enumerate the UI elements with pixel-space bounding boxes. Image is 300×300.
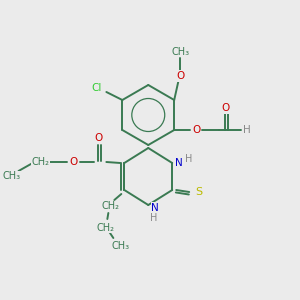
Text: O: O xyxy=(192,125,200,135)
Text: H: H xyxy=(243,125,251,135)
Text: CH₃: CH₃ xyxy=(2,171,21,181)
Text: S: S xyxy=(196,187,203,197)
Text: O: O xyxy=(69,157,77,167)
Text: O: O xyxy=(94,133,103,143)
Text: CH₂: CH₂ xyxy=(32,157,50,167)
Text: CH₂: CH₂ xyxy=(101,201,119,211)
Text: O: O xyxy=(176,71,184,81)
Text: CH₃: CH₃ xyxy=(111,241,129,251)
Text: CH₃: CH₃ xyxy=(171,47,189,57)
Text: N: N xyxy=(175,158,183,168)
Text: Cl: Cl xyxy=(91,83,102,93)
Text: H: H xyxy=(184,154,192,164)
Text: O: O xyxy=(221,103,229,113)
Text: N: N xyxy=(152,203,159,213)
Text: H: H xyxy=(150,213,157,223)
Text: CH₂: CH₂ xyxy=(96,223,114,233)
